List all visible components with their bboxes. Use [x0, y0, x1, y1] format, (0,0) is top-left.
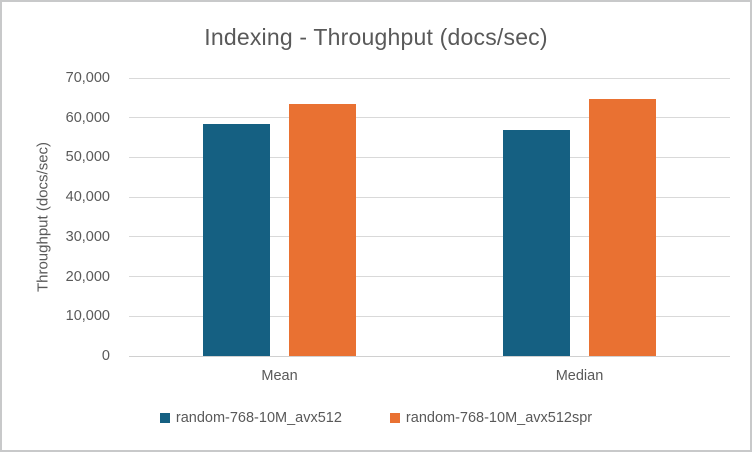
legend-item-avx512: random-768-10M_avx512 — [159, 410, 342, 426]
gridline — [129, 276, 730, 278]
gridline — [129, 117, 730, 119]
bar-mean-random-768-10M_avx512 — [202, 123, 270, 356]
bar-median-random-768-10M_avx512spr — [589, 98, 657, 356]
y-axis-tick-label: 60,000 — [65, 109, 110, 126]
legend-label-avx512: random-768-10M_avx512 — [175, 410, 342, 426]
legend-label-avx512spr: random-768-10M_avx512spr — [405, 410, 593, 426]
x-axis-category-label-median: Median — [555, 368, 604, 384]
gridline — [129, 156, 730, 158]
legend-item-avx512spr: random-768-10M_avx512spr — [389, 410, 593, 426]
bar-mean-random-768-10M_avx512spr — [288, 104, 356, 356]
plot-area — [129, 77, 730, 357]
x-axis-category-label-mean: Mean — [261, 368, 298, 384]
gridline — [129, 77, 730, 79]
legend: random-768-10M_avx512 random-768-10M_avx… — [2, 410, 750, 426]
legend-swatch-avx512-icon — [159, 413, 170, 423]
chart-title: Indexing - Throughput (docs/sec) — [204, 24, 548, 50]
y-axis-tick-label: 10,000 — [65, 308, 110, 325]
gridline — [129, 236, 730, 238]
y-axis-tick-label: 30,000 — [65, 228, 110, 245]
legend-swatch-avx512spr-icon — [389, 413, 400, 423]
y-axis-tick-label: 50,000 — [65, 149, 110, 166]
y-axis-tick-label: 40,000 — [65, 189, 110, 206]
x-axis-line — [129, 355, 730, 357]
gridline — [129, 196, 730, 198]
y-axis-tick-label: 0 — [101, 348, 110, 364]
bar-median-random-768-10M_avx512 — [503, 129, 571, 356]
y-axis-tick-label: 20,000 — [65, 268, 110, 285]
y-axis-tick-label: 70,000 — [65, 70, 110, 86]
gridline — [129, 315, 730, 317]
